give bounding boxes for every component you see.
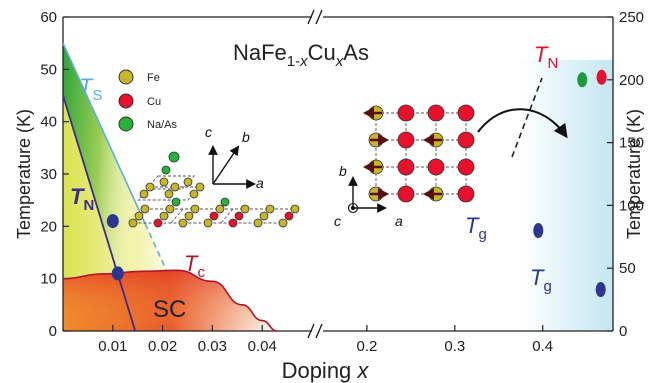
data-points-right <box>533 69 607 298</box>
sc-label: SC <box>153 296 186 323</box>
data-point <box>577 72 588 88</box>
legend-label-cu: Cu <box>147 96 161 108</box>
spin-arrow <box>363 107 374 119</box>
x-tick-label-right: 0.3 <box>444 338 465 355</box>
chart-title: NaFe1-xCuxAs <box>233 40 369 70</box>
y-tick-label-right: 50 <box>619 260 636 277</box>
cu-atom <box>427 104 445 122</box>
curved-arrow <box>477 108 568 139</box>
cu-atom <box>457 158 475 176</box>
y-tick-label-left: 60 <box>40 9 57 26</box>
y-tick-label-right: 0 <box>619 323 627 340</box>
cu-atom <box>397 185 415 203</box>
data-point <box>106 214 119 229</box>
cu-atom <box>397 131 415 149</box>
legend-item-fe: Fe <box>118 69 160 85</box>
lattice-2d-inset <box>363 104 475 203</box>
axis-letter-a-3d: a <box>256 175 264 191</box>
tn-label: TN <box>70 184 94 214</box>
tc-label: Tc <box>184 251 205 281</box>
nematic-region <box>63 43 146 331</box>
cu-atom <box>457 131 475 149</box>
spin-arrow <box>423 188 434 200</box>
left-panel <box>63 43 278 331</box>
x-tick-label-right: 0.4 <box>532 338 553 355</box>
cu-atom <box>397 158 415 176</box>
legend-item-naas: Na/As <box>118 116 177 132</box>
y-axis-label-right: Temperature (K) <box>624 109 644 239</box>
naas-marker <box>118 116 134 132</box>
ts-line <box>62 42 146 225</box>
spin-arrow <box>378 134 389 146</box>
axis-letter-c-3d: c <box>205 124 212 140</box>
cu-atom <box>397 104 415 122</box>
data-point <box>533 223 544 239</box>
axis-letter-b-2d: b <box>339 163 347 179</box>
tg-label-2: Tg <box>530 265 552 295</box>
data-point <box>111 266 124 281</box>
cu-atom <box>427 158 445 176</box>
legend-label-naas: Na/As <box>147 119 177 131</box>
spin-arrow <box>363 161 374 173</box>
x-tick-label-right: 0.2 <box>357 338 378 355</box>
x-tick-label-left: 0.01 <box>98 338 127 355</box>
tg-label-1: Tg <box>465 213 487 243</box>
legend: Fe Cu Na/As <box>118 69 177 132</box>
y-tick-label-left: 0 <box>49 323 57 340</box>
y-tick-label-left: 40 <box>40 114 57 131</box>
axes-3d-indicator <box>208 145 256 189</box>
fe-marker <box>118 69 134 85</box>
axis-ticks <box>63 16 613 332</box>
cu-marker <box>118 93 134 109</box>
spin-arrow <box>423 134 434 146</box>
data-points-left <box>106 214 124 281</box>
superconducting-dome-shade <box>63 270 278 331</box>
y-axis-label-left: Temperature (K) <box>14 109 34 239</box>
x-tick-label-left: 0.02 <box>148 338 177 355</box>
axes-2d-indicator <box>347 176 387 214</box>
right-dashed-trend <box>511 77 543 158</box>
legend-label-fe: Fe <box>147 72 160 84</box>
y-tick-label-right: 250 <box>619 9 644 26</box>
y-tick-label-left: 30 <box>40 166 57 183</box>
y-tick-label-left: 50 <box>40 61 57 78</box>
cu-atom <box>457 104 475 122</box>
lattice-3d-inset <box>128 151 300 228</box>
tc-curve <box>62 269 278 332</box>
spin-arrow <box>378 188 389 200</box>
x-tick-label-left: 0.04 <box>248 338 277 355</box>
axis-letter-a-2d: a <box>395 213 403 229</box>
data-point <box>595 282 606 298</box>
ts-label: TS <box>79 74 102 104</box>
y-tick-label-right: 200 <box>619 72 644 89</box>
x-tick-label-left: 0.03 <box>198 338 227 355</box>
ts-line-extension <box>144 223 168 271</box>
axis-break-marks <box>307 9 323 339</box>
cu-atom <box>457 185 475 203</box>
tick-labels: 0 10 20 30 40 50 60 0 50 100 150 200 250 0.01 0.02 0.03… <box>40 9 644 355</box>
y-tick-label-left: 20 <box>40 218 57 235</box>
y-tick-label-right: 100 <box>619 197 644 214</box>
tn-right-label: TN <box>534 42 558 72</box>
tn-line <box>62 95 137 332</box>
axis-letter-b-3d: b <box>242 129 250 145</box>
y-tick-label-left: 10 <box>40 271 57 288</box>
x-axis-label: Doping x <box>282 358 370 383</box>
legend-item-cu: Cu <box>118 93 161 109</box>
data-point <box>596 69 607 85</box>
axis-letter-c-2d: c <box>334 213 341 229</box>
y-tick-label-right: 150 <box>619 135 644 152</box>
